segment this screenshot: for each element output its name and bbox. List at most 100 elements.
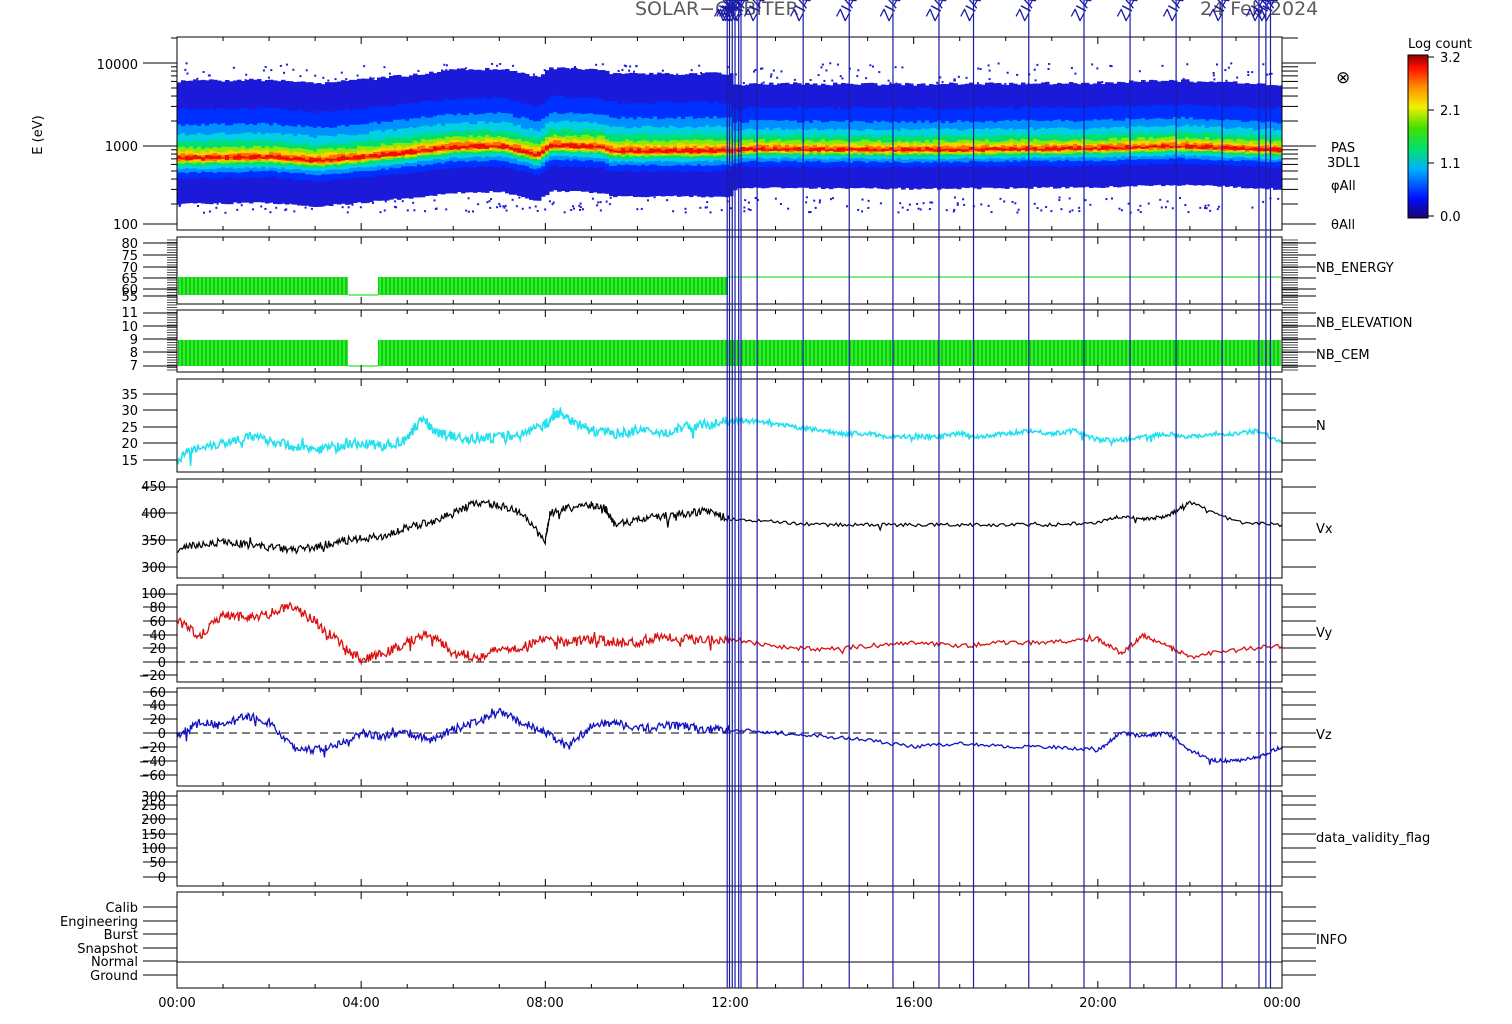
spectrogram-speck	[197, 204, 200, 207]
spectrogram-cell	[1141, 143, 1146, 149]
spectrogram-speck	[754, 197, 757, 200]
spectrogram-speck	[388, 72, 391, 75]
spectrogram-cell	[581, 143, 586, 148]
spectrogram-speck	[372, 77, 375, 80]
info-tick-normal: Normal	[91, 955, 138, 970]
spectrogram-speck	[264, 196, 267, 199]
dvf-label: data_validity_flag	[1316, 831, 1430, 846]
spectrogram-cell	[1137, 146, 1142, 149]
spectrogram-speck	[676, 73, 679, 76]
spectrogram-cell	[393, 151, 398, 157]
spectrogram-cell	[813, 144, 818, 152]
spectrogram-speck	[618, 77, 621, 80]
spectrogram-cell	[549, 143, 554, 149]
dvf-tick-250: 250	[141, 799, 166, 814]
spectrogram-cell	[417, 150, 422, 153]
spectrogram-cell	[633, 146, 638, 154]
spectrogram-cell	[925, 147, 930, 151]
spectrogram-cell	[177, 155, 182, 159]
spectrogram-cell	[273, 155, 278, 159]
spectrogram-speck	[304, 206, 307, 209]
spectrogram-speck	[1101, 81, 1104, 84]
spectrogram-cell	[621, 148, 626, 154]
spectrogram-speck	[401, 200, 404, 203]
x-tick-2400: 00:00	[1263, 996, 1300, 1011]
spectrogram-speck	[747, 208, 750, 211]
spectrogram-cell	[1245, 145, 1250, 152]
spectrogram-cell	[977, 147, 982, 151]
spectrogram-speck	[922, 202, 925, 205]
spectrogram-speck	[1207, 204, 1210, 207]
spectrogram-cell	[701, 149, 706, 153]
spectrogram-speck	[887, 79, 890, 82]
spectrogram-cell	[605, 147, 610, 151]
spectrogram-speck	[1082, 83, 1085, 86]
spectrogram-speck	[312, 203, 315, 206]
spectrogram-cell	[841, 147, 846, 152]
spec-right-label-theta: θAll	[1331, 218, 1355, 233]
spectrogram-speck	[672, 210, 675, 213]
spectrogram-speck	[292, 68, 295, 71]
event-marker-label: ZIA3	[833, 0, 865, 24]
spectrogram-speck	[715, 72, 718, 75]
spectrogram-speck	[809, 211, 812, 214]
energy-tick-70: 70	[121, 261, 138, 276]
spectrogram-speck	[284, 209, 287, 212]
spectrogram-speck	[690, 69, 693, 72]
spectrogram-cell	[645, 150, 650, 154]
spectrogram-cell	[1173, 146, 1178, 147]
spectrogram-speck	[1139, 211, 1142, 214]
spectrogram-speck	[899, 202, 902, 205]
spectrogram-speck	[609, 196, 612, 199]
spectrogram-cell	[365, 156, 370, 158]
spectrogram-speck	[666, 199, 669, 202]
spectrogram-speck	[299, 75, 302, 78]
spectrogram-speck	[364, 199, 367, 202]
spectrogram-speck	[384, 200, 387, 203]
spectrogram-speck	[503, 206, 506, 209]
spectrogram-speck	[262, 69, 265, 72]
spectrogram-cell	[217, 155, 222, 160]
spectrogram-cell	[1025, 146, 1030, 152]
spectrogram-cell	[225, 155, 230, 161]
spectrogram-cell	[893, 149, 898, 152]
spectrogram-speck	[861, 210, 864, 213]
spectrogram-speck	[635, 65, 638, 68]
spectrogram-cell	[705, 149, 710, 153]
x-axis: 00:00 04:00 08:00 12:00 16:00 20:00 00:0…	[158, 996, 1300, 1011]
spectrogram-cell	[873, 148, 878, 152]
spectrogram-speck	[351, 203, 354, 206]
spectrogram-cell	[829, 148, 834, 151]
spectrogram-speck	[579, 206, 582, 209]
nb-energy-bars-a	[178, 277, 348, 295]
spectrogram-cell	[961, 145, 966, 152]
spectrogram-speck	[805, 196, 808, 199]
spectrogram-speck	[489, 206, 492, 209]
spectrogram-cell	[977, 149, 982, 152]
spectrogram-speck	[906, 208, 909, 211]
spectrogram-cell	[945, 148, 950, 151]
spectrogram-cell	[721, 148, 726, 152]
spectrogram-speck	[369, 76, 372, 79]
spectrogram-cell	[1081, 148, 1086, 150]
spectrogram-cell	[861, 147, 866, 151]
spectrogram-speck	[251, 208, 254, 211]
spectrogram-cell	[477, 144, 482, 150]
spectrogram-cell	[1049, 147, 1054, 151]
colorbar-tick-0.0: 0.0	[1440, 210, 1461, 225]
spectrogram-speck	[1171, 207, 1174, 210]
spectrogram-cell	[933, 149, 938, 152]
spectrogram-cell	[1097, 144, 1102, 152]
spectrogram-cell	[445, 147, 450, 149]
spectrogram-cell	[857, 148, 862, 152]
spectrogram-speck	[629, 65, 632, 68]
spectrogram-cell	[469, 144, 474, 148]
spectrogram-speck	[805, 201, 808, 204]
spectrogram-speck	[1011, 200, 1014, 203]
spectrogram-cell	[1253, 147, 1258, 151]
spectrogram-cell	[545, 145, 550, 150]
elev-tick-10: 10	[121, 320, 138, 335]
spectrogram-speck	[1139, 204, 1142, 207]
spec-tick-10000: 10000	[97, 58, 138, 73]
spectrogram-speck	[1120, 209, 1123, 212]
